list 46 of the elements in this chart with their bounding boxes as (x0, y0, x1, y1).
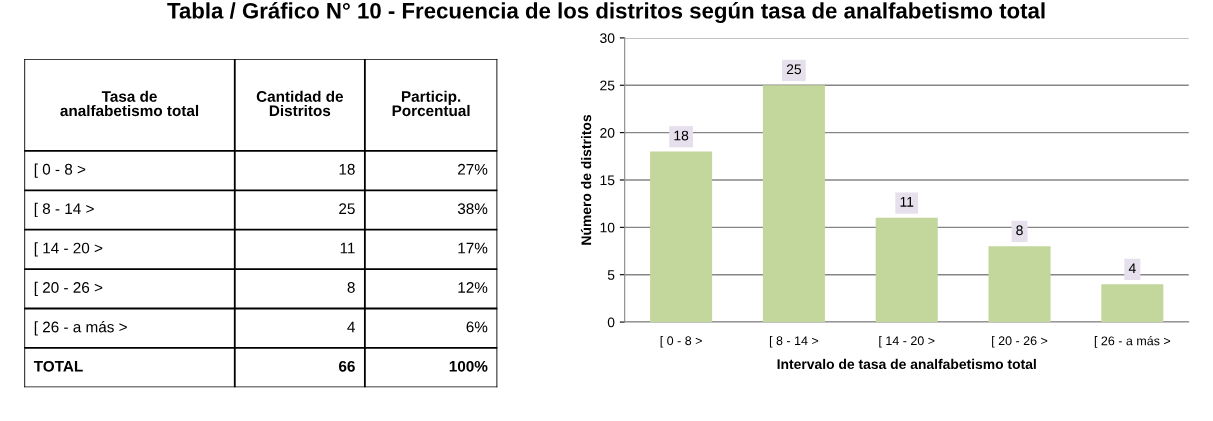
data-label: 18 (674, 130, 689, 141)
text: 66 (338, 360, 355, 372)
y-tick-label: 25 (600, 80, 615, 91)
text: 100% (449, 360, 488, 372)
text: 17% (458, 242, 488, 254)
text: 11 (340, 242, 355, 254)
x-tick-label: [ 8 - 14 > (769, 335, 819, 348)
bar (762, 85, 825, 323)
y-tick-label: 10 (600, 222, 615, 233)
text: 6% (466, 321, 488, 333)
bar (650, 151, 713, 323)
text: 8 (347, 282, 355, 293)
y-tick-label: 15 (600, 175, 615, 186)
text: 12% (458, 282, 488, 293)
text: 25 (339, 203, 355, 215)
y-tick-label: 5 (607, 270, 615, 280)
category-label: Particip. Porcentual (392, 90, 470, 117)
category-label: TOTAL (33, 360, 83, 372)
text: 18 (339, 163, 355, 175)
category-label: Cantidad de Distritos (256, 90, 344, 117)
category-label: [ 26 - a más > (34, 321, 127, 336)
category-label: [ 0 - 8 > (34, 163, 86, 178)
data-label: 4 (1128, 263, 1136, 273)
y-axis-title: Número de distritos (580, 114, 592, 245)
text: 27% (458, 163, 488, 175)
x-tick-label: [ 20 - 26 > (992, 335, 1048, 348)
x-tick-label: [ 26 - a más > (1094, 335, 1171, 348)
x-tick-label: [ 0 - 8 > (660, 335, 702, 348)
text: 4 (347, 321, 355, 333)
category-label: Tasa de analfabetismo total (60, 90, 199, 117)
category-label: [ 8 - 14 > (34, 202, 94, 218)
x-tick-label: [ 14 - 20 > (879, 335, 935, 348)
y-tick-label: 30 (600, 33, 615, 44)
data-label: 11 (900, 197, 914, 207)
category-label: [ 20 - 26 > (34, 281, 103, 296)
x-axis-title: Intervalo de tasa de analfabetismo total (777, 358, 1036, 370)
text: 38% (457, 203, 488, 215)
y-tick-label: 20 (600, 127, 615, 138)
y-tick-label: 0 (607, 317, 615, 328)
data-label: 8 (1016, 225, 1023, 236)
category-label: [ 14 - 20 > (34, 242, 103, 257)
bar (875, 217, 938, 323)
data-label: 25 (786, 64, 802, 75)
bar (988, 246, 1051, 323)
bar (1101, 284, 1164, 323)
chart-title: Tabla / Gráfico N° 10 - Frecuencia de los distritos según tasa de analfabetismo total (167, 2, 1045, 24)
